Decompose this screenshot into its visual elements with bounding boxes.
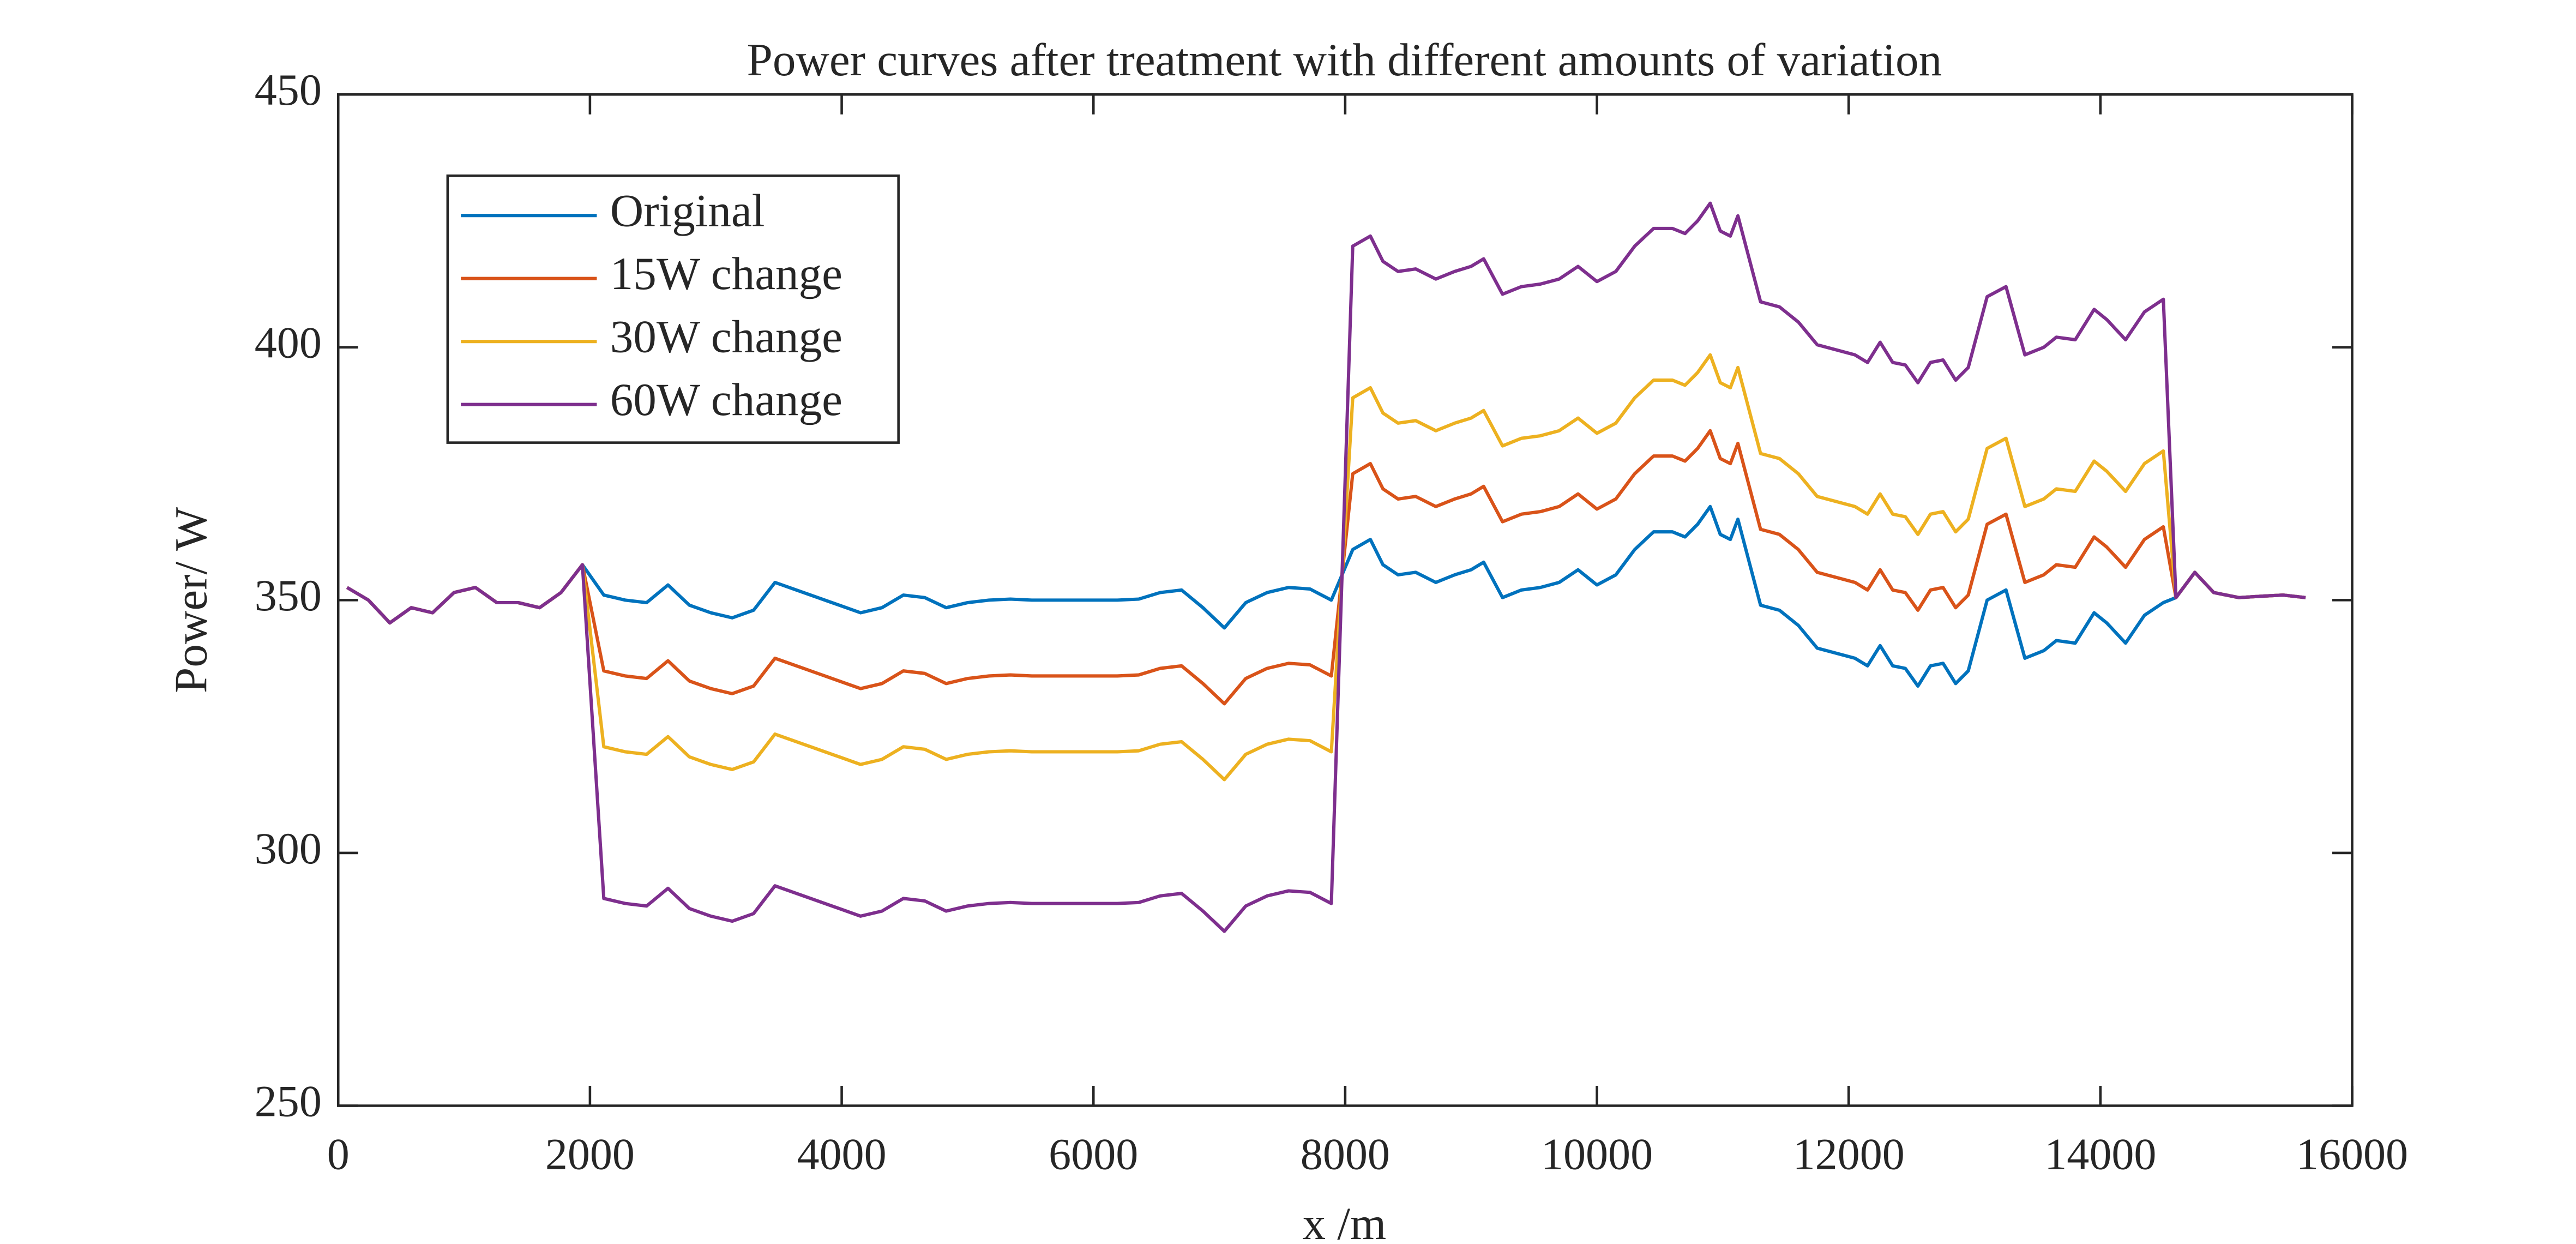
y-axis-label: Power/ W [165,507,216,693]
y-tick-label: 250 [255,1076,322,1126]
y-tick-label: 350 [255,570,322,620]
x-tick-label: 12000 [1793,1129,1905,1179]
series-line [346,429,2306,706]
chart-title: Power curves after treatment with differ… [747,34,1942,86]
legend-label: 60W change [610,374,842,425]
series-line [346,504,2306,688]
legend-label: 15W change [610,248,842,299]
legend: Original 15W change 30W change 60W change [446,174,900,444]
series-line [346,353,2306,782]
x-tick-label: 4000 [797,1129,886,1179]
x-tick-label: 2000 [545,1129,635,1179]
x-tick-label: 0 [327,1129,350,1179]
legend-label: 30W change [610,311,842,363]
y-tick-label: 450 [255,65,322,115]
x-tick-label: 14000 [2044,1129,2156,1179]
legend-label: Original [610,185,765,237]
x-tick-label: 10000 [1541,1129,1653,1179]
plot-area: 0 2000 4000 6000 8000 10000 12000 14000 16000 250… [255,65,2408,1179]
y-tick-label: 400 [255,318,322,368]
x-tick-label: 6000 [1049,1129,1138,1179]
x-axis-label: x /m [1303,1198,1387,1244]
y-tick-label: 300 [255,824,322,873]
legend-box [446,174,900,444]
x-tick-label: 16000 [2296,1129,2408,1179]
x-tick-label: 8000 [1301,1129,1390,1179]
series-line [346,201,2306,933]
axes-box [336,93,2354,1107]
